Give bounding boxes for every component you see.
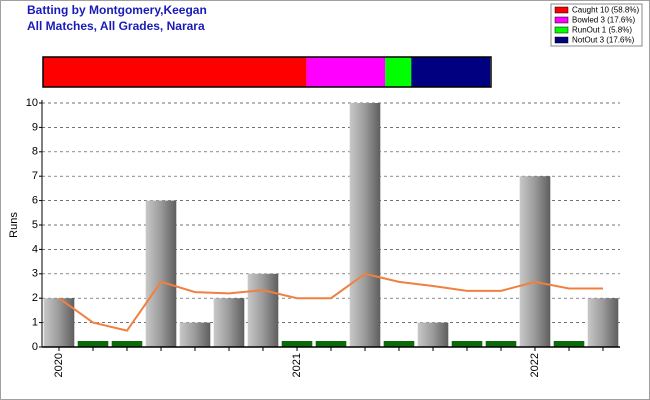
legend-swatch — [554, 26, 569, 34]
y-axis-label: Runs — [8, 212, 20, 238]
zero-bar — [485, 341, 517, 347]
legend-label: NotOut 3 (17.6%) — [572, 36, 635, 45]
chart-subtitle: All Matches, All Grades, Narara — [27, 19, 205, 33]
bar — [145, 200, 177, 347]
summary-segment — [385, 57, 412, 87]
zero-bar — [553, 341, 585, 347]
y-tick-label: 8 — [32, 146, 38, 158]
y-tick-label: 1 — [32, 317, 38, 329]
y-tick-label: 5 — [32, 219, 38, 231]
bar — [587, 298, 619, 347]
bar — [179, 322, 211, 347]
summary-segment — [306, 57, 386, 87]
x-tick-label: 2020 — [53, 353, 65, 377]
legend-swatch — [554, 16, 569, 24]
summary-segment — [411, 57, 491, 87]
legend-label: Bowled 3 (17.6%) — [572, 16, 635, 25]
y-tick-label: 0 — [32, 341, 38, 353]
legend-label: RunOut 1 (5.8%) — [572, 26, 632, 35]
zero-bar — [77, 341, 109, 347]
y-tick-label: 10 — [26, 97, 38, 109]
average-line — [58, 272, 603, 332]
y-tick-label: 6 — [32, 195, 38, 207]
summary-segment — [43, 57, 307, 87]
summary-border — [42, 56, 492, 88]
y-tick-label: 2 — [32, 292, 38, 304]
bar — [213, 298, 245, 347]
bar — [349, 103, 381, 347]
chart-title: Batting by Montgomery,Keegan — [27, 3, 207, 17]
y-tick-label: 9 — [32, 121, 38, 133]
legend-label: Caught 10 (58.8%) — [572, 6, 639, 15]
zero-bar — [315, 341, 347, 347]
legend-swatch — [554, 6, 569, 14]
x-tick-label: 2021 — [291, 353, 303, 377]
bar — [519, 176, 551, 347]
bar — [417, 322, 449, 347]
zero-bar — [451, 341, 483, 347]
y-tick-label: 3 — [32, 268, 38, 280]
x-tick-label: 2022 — [529, 353, 541, 377]
y-tick-label: 7 — [32, 170, 38, 182]
zero-bar — [383, 341, 415, 347]
y-tick-label: 4 — [32, 243, 38, 255]
bar — [247, 273, 279, 347]
zero-bar — [281, 341, 313, 347]
zero-bar — [111, 341, 143, 347]
legend-swatch — [554, 36, 569, 44]
